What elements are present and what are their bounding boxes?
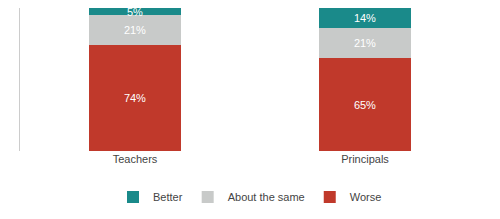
svg-text:5%: 5% (127, 6, 143, 18)
svg-text:21%: 21% (354, 37, 376, 49)
svg-text:74%: 74% (124, 92, 146, 104)
svg-text:Worse: Worse (350, 191, 382, 203)
svg-text:14%: 14% (354, 12, 376, 24)
svg-text:21%: 21% (124, 24, 146, 36)
svg-text:Teachers: Teachers (113, 153, 158, 165)
svg-text:Principals: Principals (341, 153, 389, 165)
svg-text:65%: 65% (354, 99, 376, 111)
svg-text:About the same: About the same (228, 191, 305, 203)
svg-text:Better: Better (153, 191, 183, 203)
